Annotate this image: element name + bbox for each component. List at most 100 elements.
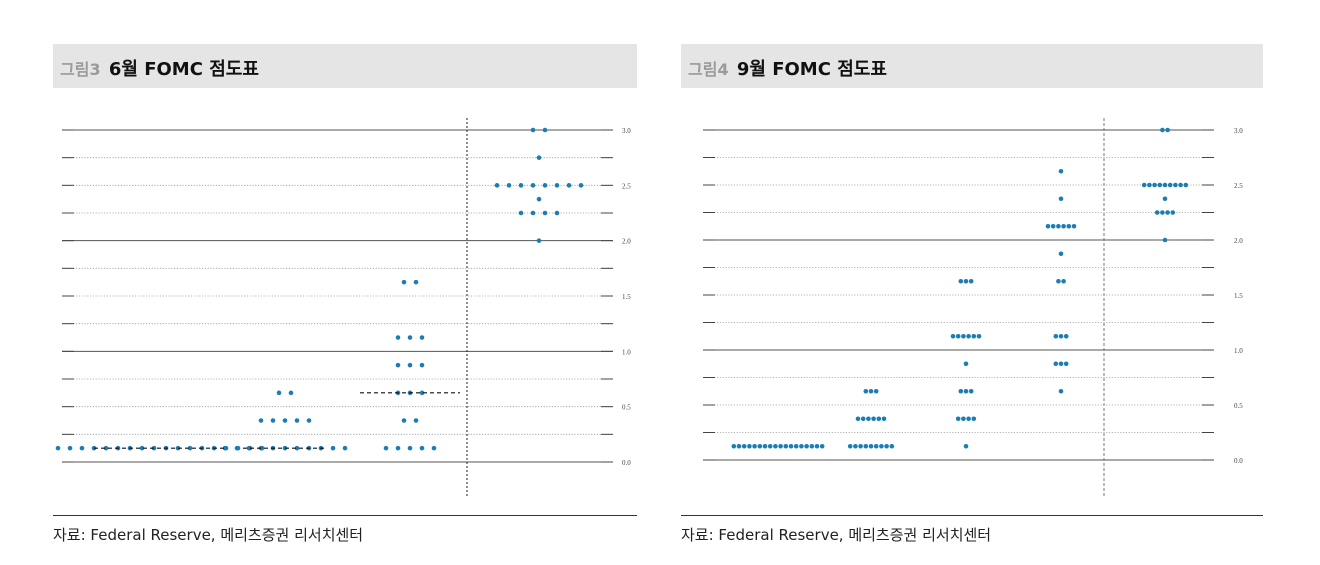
- fomc-dot: [413, 418, 419, 423]
- fomc-dot: [819, 443, 825, 449]
- fomc-dot: [731, 443, 737, 449]
- y-tick-label: 3.0: [1234, 127, 1243, 135]
- fomc-dot: [963, 443, 969, 449]
- fomc-dot: [536, 196, 542, 202]
- fomc-dot: [401, 418, 407, 423]
- fomc-dot: [431, 445, 437, 451]
- fomc-dot: [1157, 182, 1163, 188]
- y-tick-label: 2.5: [1234, 182, 1243, 190]
- fomc-dot: [976, 333, 982, 339]
- fomc-dot: [767, 443, 773, 449]
- panel-title: 그림4 9월 FOMC 점도표: [688, 55, 887, 81]
- fomc-dot: [879, 443, 884, 449]
- fomc-dot: [1173, 182, 1178, 188]
- fomc-dot: [741, 443, 747, 449]
- fomc-dot: [1167, 182, 1173, 188]
- fomc-dot: [873, 443, 879, 449]
- fomc-dot: [103, 445, 109, 451]
- fomc-dot: [961, 333, 966, 339]
- y-tick-label: 2.5: [622, 182, 631, 190]
- fomc-dot: [963, 361, 969, 367]
- fomc-dot: [413, 279, 419, 285]
- fomc-dot: [407, 335, 413, 340]
- fomc-dot: [1141, 182, 1147, 188]
- fomc-dot: [1165, 210, 1170, 215]
- title-bar: 그림4 9월 FOMC 점도표: [681, 44, 1263, 88]
- fomc-dot: [814, 443, 820, 449]
- fomc-dot: [1066, 223, 1072, 229]
- fomc-dot: [1160, 210, 1165, 215]
- fomc-dot: [963, 388, 969, 394]
- fomc-dot: [1170, 210, 1176, 215]
- fomc-dot: [1053, 361, 1059, 367]
- divider: [681, 515, 1263, 516]
- fomc-dot: [342, 445, 348, 451]
- fomc-dot: [950, 333, 956, 339]
- fomc-dot: [79, 445, 85, 451]
- fomc-dot: [395, 362, 401, 368]
- fomc-dot: [876, 416, 882, 422]
- fomc-dot: [1061, 223, 1066, 229]
- fomc-dot: [1152, 182, 1157, 188]
- fomc-dot: [518, 183, 524, 188]
- fomc-dot: [276, 390, 282, 396]
- fomc-dot: [884, 443, 889, 449]
- fomc-dot: [258, 418, 264, 423]
- dot-plot-september: 3.02.52.01.51.00.50.02021202220232024Lon…: [703, 118, 1243, 496]
- fomc-dot: [566, 183, 572, 188]
- fomc-dot: [966, 416, 971, 422]
- fomc-dot: [757, 443, 763, 449]
- fomc-dot: [530, 127, 536, 133]
- fomc-dot: [530, 183, 536, 188]
- fomc-dot: [536, 155, 542, 160]
- fomc-dot: [773, 443, 778, 449]
- fomc-dot: [1056, 223, 1061, 229]
- fomc-dot: [383, 445, 389, 451]
- fomc-dot: [889, 443, 895, 449]
- fomc-dot: [530, 210, 536, 216]
- y-tick-label: 0.0: [622, 459, 631, 467]
- fomc-dot: [401, 279, 407, 285]
- fomc-dot: [871, 416, 876, 422]
- fomc-dot: [139, 445, 145, 451]
- fomc-dot: [1045, 223, 1051, 229]
- fomc-dot: [799, 443, 804, 449]
- y-tick-label: 1.5: [622, 293, 631, 301]
- fomc-dot: [961, 416, 966, 422]
- fomc-dot: [778, 443, 783, 449]
- y-tick-label: 0.5: [622, 404, 631, 412]
- chart-panel-september: 그림4 9월 FOMC 점도표 3.02.52.01.51.00.50.0202…: [681, 44, 1263, 549]
- fomc-dot: [419, 390, 425, 396]
- fomc-dot: [858, 443, 863, 449]
- fomc-dot: [1053, 333, 1059, 339]
- fomc-dot: [282, 418, 288, 423]
- fomc-dot: [963, 278, 969, 284]
- fomc-dot: [955, 333, 961, 339]
- fomc-dot: [1183, 182, 1189, 188]
- fomc-dot: [860, 416, 866, 422]
- fomc-dot: [578, 183, 584, 188]
- fomc-dot: [187, 445, 193, 451]
- fomc-dot: [1162, 237, 1168, 243]
- fomc-dot: [793, 443, 799, 449]
- fomc-dot: [873, 388, 879, 394]
- fomc-dot: [752, 443, 757, 449]
- y-tick-label: 0.5: [1234, 402, 1243, 410]
- fomc-dot: [1058, 361, 1064, 367]
- fomc-dot: [1056, 278, 1061, 284]
- fomc-dot: [542, 210, 548, 216]
- fomc-dot: [1058, 196, 1064, 202]
- figure-label: 그림4: [688, 60, 729, 79]
- fomc-dot: [1061, 278, 1066, 284]
- fomc-dot: [55, 445, 61, 451]
- figure-label: 그림3: [60, 60, 101, 79]
- dot-plot-june: 3.02.52.01.51.00.50.0202120222023Longer …: [55, 118, 631, 496]
- fomc-dot: [270, 418, 276, 423]
- panel-title: 그림3 6월 FOMC 점도표: [60, 55, 259, 81]
- fomc-dot: [536, 238, 542, 243]
- fomc-dot: [1058, 168, 1064, 174]
- fomc-dot: [1063, 333, 1069, 339]
- fomc-dot: [968, 388, 974, 394]
- y-tick-label: 1.0: [622, 348, 631, 356]
- fomc-dot: [1058, 333, 1064, 339]
